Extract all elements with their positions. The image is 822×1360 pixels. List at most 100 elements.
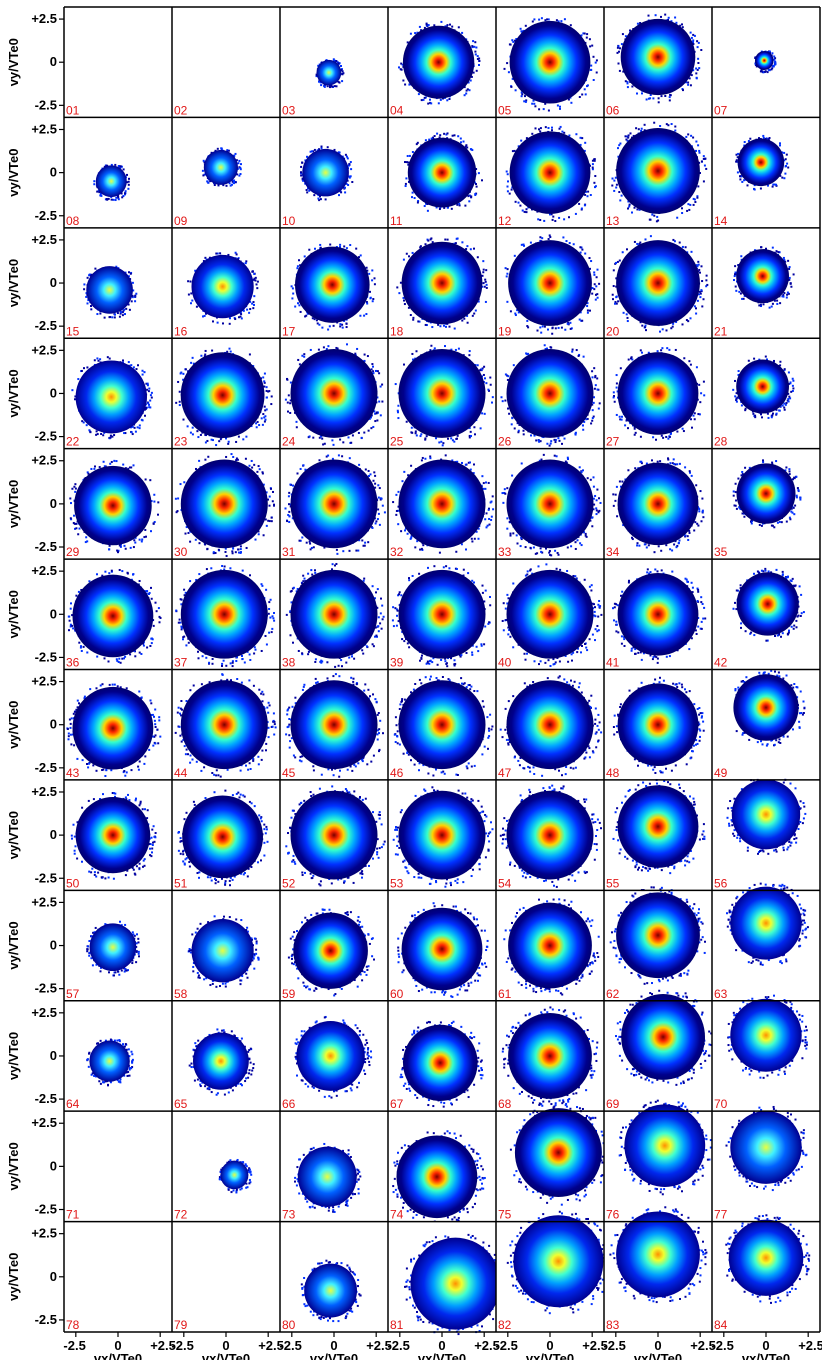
sparse-pixel bbox=[620, 642, 623, 645]
sparse-pixel bbox=[398, 743, 401, 746]
sparse-pixel bbox=[337, 454, 340, 457]
sparse-pixel bbox=[408, 255, 410, 258]
sparse-pixel bbox=[394, 607, 397, 610]
sparse-pixel bbox=[372, 479, 375, 482]
sparse-pixel bbox=[348, 457, 351, 460]
sparse-pixel bbox=[363, 689, 366, 692]
sparse-pixel bbox=[779, 174, 782, 177]
sparse-pixel bbox=[258, 814, 261, 817]
sparse-pixel bbox=[331, 768, 333, 771]
sparse-pixel bbox=[312, 546, 315, 549]
sparse-pixel bbox=[289, 483, 292, 486]
sparse-pixel bbox=[588, 756, 591, 759]
sparse-pixel bbox=[513, 756, 516, 759]
sparse-pixel bbox=[272, 712, 275, 715]
sparse-pixel bbox=[253, 463, 256, 466]
sparse-pixel bbox=[525, 352, 528, 355]
sparse-pixel bbox=[697, 144, 700, 147]
sparse-pixel bbox=[110, 460, 113, 463]
sparse-pixel bbox=[304, 159, 307, 162]
sparse-pixel bbox=[239, 166, 242, 169]
sparse-pixel bbox=[420, 99, 423, 102]
sparse-pixel bbox=[85, 292, 88, 295]
sparse-pixel bbox=[621, 251, 624, 254]
sparse-pixel bbox=[546, 677, 549, 680]
panel-35 bbox=[712, 448, 820, 560]
sparse-pixel bbox=[346, 179, 349, 182]
sparse-pixel bbox=[755, 65, 758, 68]
sparse-pixel bbox=[695, 77, 698, 80]
sparse-pixel bbox=[654, 14, 657, 17]
sparse-pixel bbox=[524, 24, 527, 27]
sparse-pixel bbox=[180, 740, 183, 743]
sparse-pixel bbox=[735, 392, 738, 395]
sparse-pixel bbox=[367, 429, 370, 432]
sparse-pixel bbox=[649, 235, 652, 238]
sparse-pixel bbox=[681, 23, 683, 26]
sparse-pixel bbox=[287, 410, 289, 413]
sparse-pixel bbox=[457, 26, 460, 29]
sparse-pixel bbox=[301, 161, 304, 164]
sparse-pixel bbox=[612, 285, 615, 288]
sparse-pixel bbox=[403, 303, 406, 306]
sparse-pixel bbox=[574, 541, 577, 544]
sparse-pixel bbox=[592, 508, 595, 511]
sparse-pixel bbox=[792, 379, 795, 382]
sparse-pixel bbox=[450, 207, 453, 210]
sparse-pixel bbox=[147, 390, 150, 393]
sparse-pixel bbox=[124, 655, 127, 658]
sparse-pixel bbox=[627, 358, 630, 361]
sparse-pixel bbox=[534, 127, 537, 130]
sparse-pixel bbox=[411, 251, 414, 254]
sparse-pixel bbox=[788, 629, 790, 632]
sparse-pixel bbox=[781, 151, 784, 154]
sparse-pixel bbox=[736, 171, 739, 174]
sparse-pixel bbox=[776, 634, 779, 637]
sparse-pixel bbox=[337, 62, 340, 65]
sparse-pixel bbox=[185, 811, 188, 814]
sparse-pixel bbox=[121, 311, 124, 314]
sparse-pixel bbox=[442, 97, 444, 100]
sparse-pixel bbox=[471, 540, 474, 543]
sparse-pixel bbox=[270, 516, 273, 519]
sparse-pixel bbox=[317, 197, 320, 200]
sparse-pixel bbox=[375, 700, 378, 703]
sparse-pixel bbox=[446, 665, 449, 668]
sparse-pixel bbox=[689, 317, 692, 320]
sparse-pixel bbox=[298, 304, 301, 307]
sparse-pixel bbox=[764, 355, 767, 358]
sparse-pixel bbox=[471, 644, 474, 647]
sparse-pixel bbox=[234, 551, 237, 554]
sparse-pixel bbox=[268, 390, 271, 393]
sparse-pixel bbox=[639, 435, 642, 438]
sparse-pixel bbox=[523, 682, 526, 685]
sparse-pixel bbox=[318, 459, 321, 462]
sparse-pixel bbox=[418, 762, 421, 765]
sparse-pixel bbox=[767, 184, 769, 187]
sparse-pixel bbox=[376, 419, 379, 422]
sparse-pixel bbox=[616, 390, 619, 393]
sparse-pixel bbox=[555, 567, 558, 570]
sparse-pixel bbox=[486, 524, 489, 527]
sparse-pixel bbox=[320, 147, 323, 150]
sparse-pixel bbox=[654, 568, 657, 571]
sparse-pixel bbox=[554, 220, 557, 223]
sparse-pixel bbox=[579, 143, 582, 146]
sparse-pixel bbox=[659, 460, 662, 463]
sparse-pixel bbox=[71, 487, 74, 490]
sparse-pixel bbox=[669, 548, 672, 551]
sparse-pixel bbox=[375, 520, 378, 523]
sparse-pixel bbox=[586, 417, 589, 420]
sparse-pixel bbox=[674, 463, 677, 466]
sparse-pixel bbox=[377, 484, 380, 487]
sparse-pixel bbox=[445, 565, 448, 568]
sparse-pixel bbox=[595, 276, 598, 279]
sparse-pixel bbox=[399, 281, 402, 284]
sparse-pixel bbox=[398, 292, 401, 295]
sparse-pixel bbox=[264, 409, 267, 412]
sparse-pixel bbox=[229, 876, 232, 879]
sparse-pixel bbox=[743, 141, 746, 144]
sparse-pixel bbox=[83, 367, 85, 370]
sparse-pixel bbox=[179, 837, 182, 840]
sparse-pixel bbox=[150, 642, 153, 645]
